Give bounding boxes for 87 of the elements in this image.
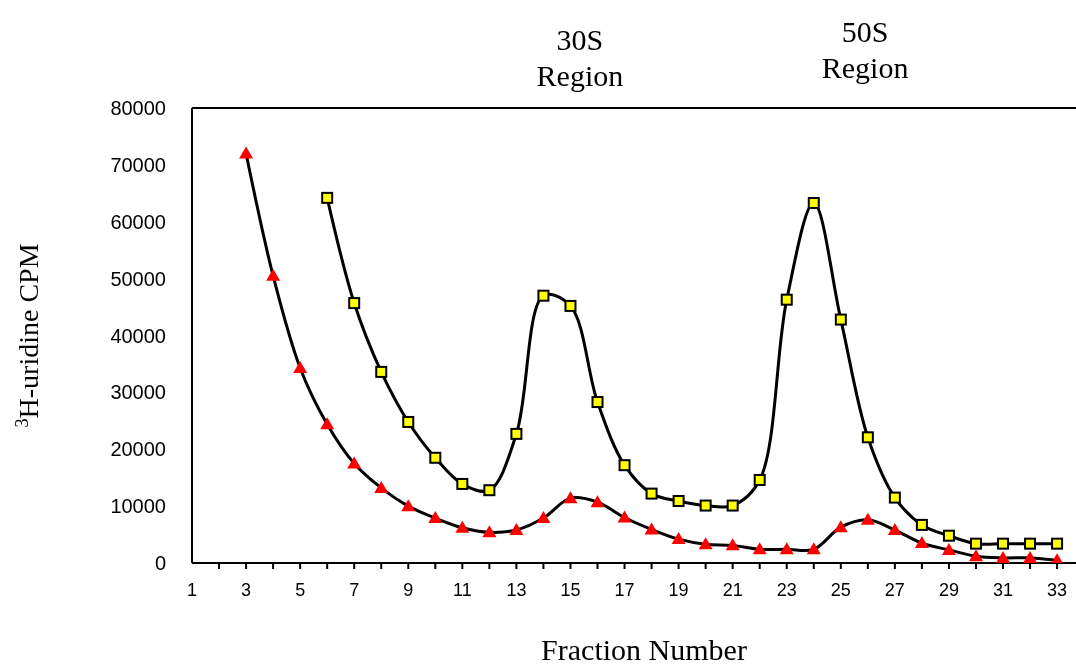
point xyxy=(536,511,551,524)
point xyxy=(455,520,470,533)
y-tick-label: 60000 xyxy=(110,210,166,233)
point xyxy=(644,522,659,535)
y-tick-label: 50000 xyxy=(110,267,166,290)
point xyxy=(942,529,955,542)
point xyxy=(780,293,793,306)
point xyxy=(860,512,875,525)
point xyxy=(698,537,713,550)
point xyxy=(969,537,982,550)
point xyxy=(456,477,469,490)
point xyxy=(833,520,848,533)
point xyxy=(645,487,658,500)
x-tick-label: 23 xyxy=(776,580,797,600)
point xyxy=(997,537,1010,550)
point xyxy=(239,146,254,159)
point xyxy=(726,499,739,512)
point xyxy=(483,484,496,497)
x-tick-label: 1 xyxy=(186,580,198,600)
point xyxy=(617,510,632,523)
point xyxy=(348,297,361,310)
point xyxy=(941,542,956,555)
x-tick-label: 33 xyxy=(1047,580,1068,600)
point xyxy=(402,415,415,428)
point xyxy=(510,427,523,440)
point xyxy=(590,495,605,508)
point xyxy=(374,480,389,493)
x-axis-title: Fraction Number xyxy=(541,633,747,666)
point xyxy=(537,289,550,302)
point xyxy=(564,299,577,312)
y-tick-label: 20000 xyxy=(110,438,166,461)
point xyxy=(915,518,928,531)
x-tick-label: 11 xyxy=(452,580,472,600)
point xyxy=(888,491,901,504)
point xyxy=(968,549,983,562)
point xyxy=(482,525,497,538)
point xyxy=(509,523,524,536)
point xyxy=(266,268,281,281)
point xyxy=(563,491,578,504)
x-tick-label: 5 xyxy=(295,580,306,600)
x-tick-label: 31 xyxy=(992,580,1014,600)
point xyxy=(671,532,686,545)
point xyxy=(752,542,767,555)
point xyxy=(1051,537,1064,550)
point xyxy=(320,417,335,430)
point xyxy=(807,196,820,209)
point xyxy=(672,495,685,508)
text: 50S Region xyxy=(821,15,909,84)
x-tick-label: 21 xyxy=(722,580,743,600)
x-tick-label: 19 xyxy=(668,580,689,600)
point xyxy=(293,360,308,373)
x-tick-label: 25 xyxy=(830,580,851,600)
y-tick-label: 0 xyxy=(154,552,166,574)
point xyxy=(428,511,443,524)
point xyxy=(618,459,631,472)
point xyxy=(753,473,766,486)
point xyxy=(1023,550,1038,563)
point xyxy=(347,456,362,469)
x-tick-label: 27 xyxy=(884,580,905,600)
point xyxy=(861,431,874,444)
x-tick-label: 15 xyxy=(560,580,581,600)
x-tick-label: 13 xyxy=(506,580,527,600)
x-tick-label: 3 xyxy=(241,580,252,600)
point xyxy=(429,451,442,464)
point xyxy=(725,538,740,551)
y-tick-label: 80000 xyxy=(110,97,166,119)
x-tick-label: 29 xyxy=(938,580,959,600)
point xyxy=(834,313,847,326)
point xyxy=(375,365,388,378)
y-tick-label: 30000 xyxy=(110,381,166,404)
point xyxy=(806,542,821,555)
point xyxy=(699,499,712,512)
point xyxy=(591,396,604,409)
point xyxy=(321,191,334,204)
point xyxy=(887,523,902,536)
y-tick-label: 70000 xyxy=(110,153,166,176)
x-tick-label: 17 xyxy=(614,580,635,600)
point xyxy=(401,499,416,512)
point xyxy=(914,536,929,549)
y-tick-label: 40000 xyxy=(110,324,166,347)
x-tick-label: 9 xyxy=(403,580,414,600)
point xyxy=(779,542,794,555)
point xyxy=(996,550,1011,563)
point xyxy=(1024,537,1037,550)
y-tick-label: 10000 xyxy=(110,495,166,518)
x-tick-label: 7 xyxy=(349,580,360,600)
text: 30S Region xyxy=(536,23,624,92)
